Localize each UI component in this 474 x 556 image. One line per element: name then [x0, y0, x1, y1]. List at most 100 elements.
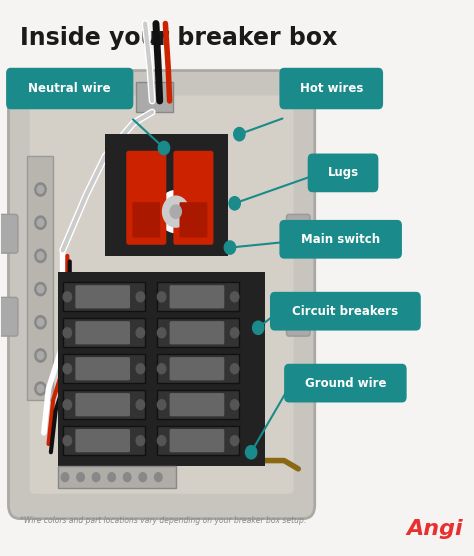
Circle shape [37, 252, 44, 260]
FancyBboxPatch shape [157, 354, 239, 383]
Circle shape [230, 292, 239, 302]
Circle shape [253, 321, 264, 334]
Circle shape [158, 141, 170, 155]
Circle shape [136, 328, 145, 337]
Text: *Wire colors and part locations vary depending on your breaker box setup.: *Wire colors and part locations vary dep… [20, 516, 307, 525]
FancyBboxPatch shape [157, 426, 239, 455]
FancyBboxPatch shape [308, 153, 378, 192]
Circle shape [35, 316, 46, 329]
Text: Neutral wire: Neutral wire [28, 82, 111, 95]
FancyBboxPatch shape [126, 151, 166, 245]
Circle shape [123, 473, 131, 481]
FancyBboxPatch shape [170, 357, 224, 380]
Text: Hot wires: Hot wires [300, 82, 363, 95]
Circle shape [136, 400, 145, 410]
Circle shape [155, 473, 162, 481]
FancyBboxPatch shape [279, 220, 402, 259]
Circle shape [35, 249, 46, 262]
Circle shape [61, 473, 69, 481]
Circle shape [136, 364, 145, 374]
FancyBboxPatch shape [63, 354, 145, 383]
Circle shape [63, 364, 72, 374]
Circle shape [229, 197, 240, 210]
FancyBboxPatch shape [0, 215, 18, 253]
FancyBboxPatch shape [27, 156, 53, 400]
Text: Main switch: Main switch [301, 233, 380, 246]
FancyBboxPatch shape [0, 297, 18, 336]
FancyBboxPatch shape [170, 321, 224, 344]
Circle shape [92, 473, 100, 481]
FancyBboxPatch shape [75, 321, 130, 344]
Circle shape [139, 473, 146, 481]
FancyBboxPatch shape [173, 151, 213, 245]
FancyBboxPatch shape [170, 393, 224, 416]
FancyBboxPatch shape [30, 96, 293, 494]
Circle shape [35, 216, 46, 229]
Circle shape [170, 205, 182, 219]
FancyBboxPatch shape [63, 319, 145, 347]
FancyBboxPatch shape [75, 357, 130, 380]
Circle shape [157, 292, 166, 302]
FancyBboxPatch shape [58, 466, 176, 488]
FancyBboxPatch shape [75, 429, 130, 452]
Circle shape [37, 319, 44, 326]
Circle shape [158, 191, 194, 232]
Text: Ground wire: Ground wire [305, 376, 386, 390]
FancyBboxPatch shape [286, 215, 310, 253]
FancyBboxPatch shape [132, 202, 160, 237]
FancyBboxPatch shape [180, 202, 207, 237]
Circle shape [157, 400, 166, 410]
Circle shape [224, 241, 236, 254]
Circle shape [35, 183, 46, 196]
FancyBboxPatch shape [58, 272, 265, 466]
Circle shape [37, 385, 44, 393]
Circle shape [63, 436, 72, 445]
Circle shape [63, 292, 72, 302]
Circle shape [35, 349, 46, 362]
Circle shape [77, 473, 84, 481]
Circle shape [63, 328, 72, 337]
Circle shape [157, 328, 166, 337]
FancyBboxPatch shape [9, 71, 315, 519]
Text: Angi: Angi [407, 519, 463, 539]
FancyBboxPatch shape [63, 282, 145, 311]
Text: Lugs: Lugs [328, 166, 359, 180]
Circle shape [230, 364, 239, 374]
FancyBboxPatch shape [157, 319, 239, 347]
FancyBboxPatch shape [75, 285, 130, 309]
FancyBboxPatch shape [284, 364, 407, 403]
FancyBboxPatch shape [270, 292, 421, 331]
FancyBboxPatch shape [157, 390, 239, 419]
FancyBboxPatch shape [170, 429, 224, 452]
Circle shape [157, 364, 166, 374]
FancyBboxPatch shape [279, 68, 383, 110]
Circle shape [157, 436, 166, 445]
Circle shape [37, 186, 44, 193]
Circle shape [37, 351, 44, 359]
FancyBboxPatch shape [105, 134, 228, 256]
Circle shape [136, 436, 145, 445]
Circle shape [234, 127, 245, 141]
Circle shape [246, 445, 257, 459]
Circle shape [35, 382, 46, 395]
Text: Circuit breakers: Circuit breakers [292, 305, 399, 317]
FancyBboxPatch shape [286, 297, 310, 336]
Circle shape [230, 436, 239, 445]
Circle shape [63, 400, 72, 410]
Circle shape [136, 292, 145, 302]
Circle shape [230, 400, 239, 410]
FancyBboxPatch shape [6, 68, 133, 110]
Circle shape [230, 328, 239, 337]
FancyBboxPatch shape [170, 285, 224, 309]
Circle shape [37, 285, 44, 293]
FancyBboxPatch shape [75, 393, 130, 416]
Circle shape [37, 219, 44, 226]
FancyBboxPatch shape [63, 390, 145, 419]
FancyBboxPatch shape [136, 82, 173, 112]
FancyBboxPatch shape [63, 426, 145, 455]
Text: Inside your breaker box: Inside your breaker box [20, 26, 337, 50]
Circle shape [35, 282, 46, 296]
FancyBboxPatch shape [157, 282, 239, 311]
Circle shape [163, 196, 189, 227]
Circle shape [108, 473, 116, 481]
